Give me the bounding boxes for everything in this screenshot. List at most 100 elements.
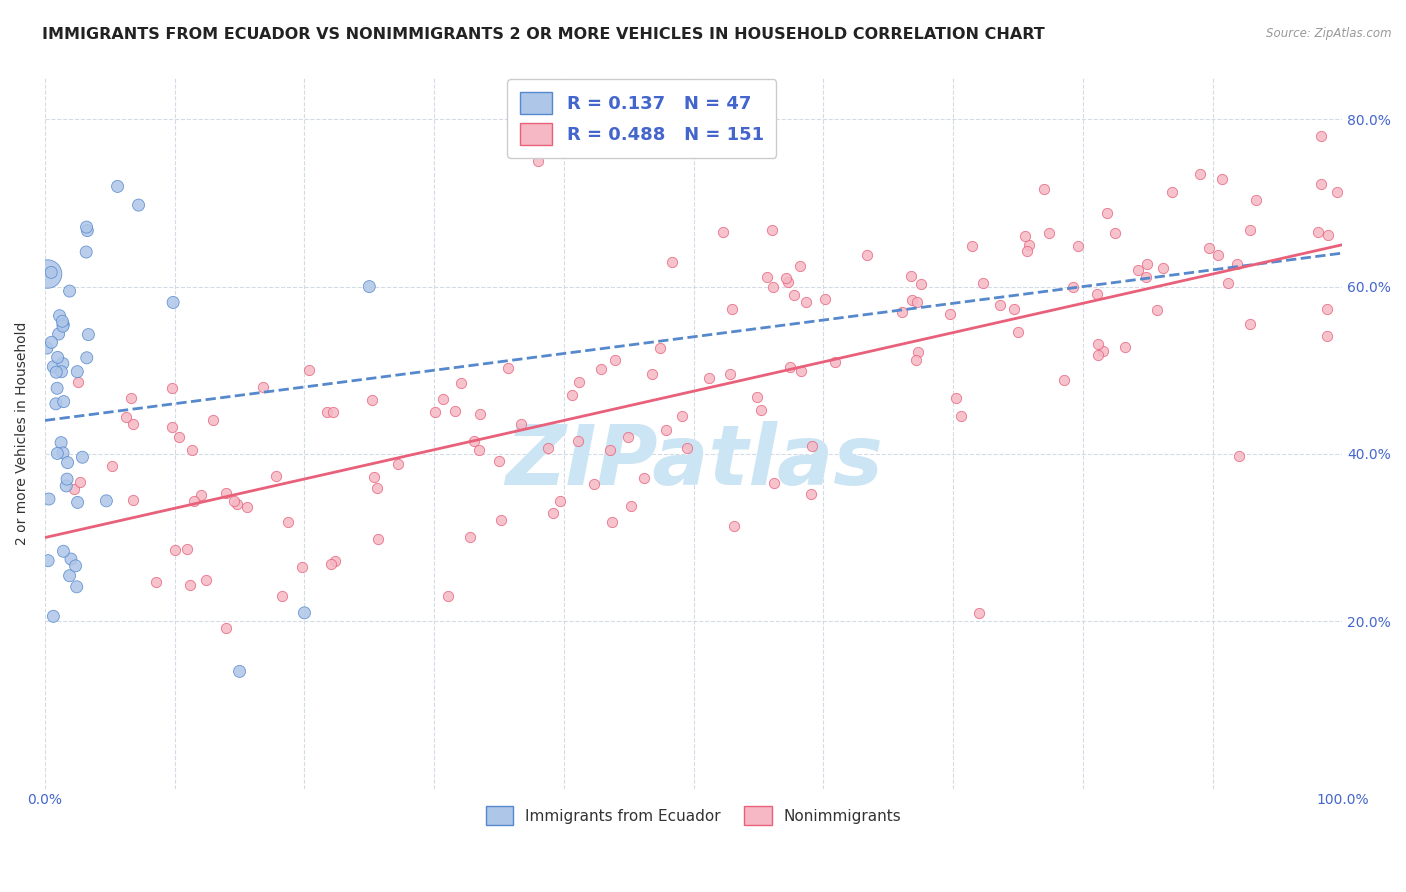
Point (745, 390, 768, 404)
Point (37, 267, 59, 281)
Point (905, 353, 928, 368)
Point (890, 305, 912, 319)
Point (51, 365, 73, 379)
Point (1310, 128, 1333, 143)
Point (1198, 242, 1220, 256)
Point (236, 500, 259, 515)
Point (1206, 248, 1229, 262)
Point (115, 410, 138, 425)
Point (190, 488, 212, 502)
Point (541, 506, 564, 520)
Point (718, 367, 741, 381)
Point (762, 280, 785, 294)
Point (360, 393, 382, 408)
Point (41, 335, 63, 350)
Point (749, 403, 772, 417)
Point (160, 381, 183, 395)
Point (215, 486, 238, 500)
Point (650, 341, 672, 355)
Point (605, 352, 627, 367)
Point (49, 435, 72, 450)
Point (468, 442, 491, 457)
Point (633, 470, 655, 484)
Point (38, 491, 60, 506)
Point (1136, 257, 1159, 271)
Point (122, 417, 145, 431)
Point (167, 430, 190, 444)
Point (1227, 449, 1250, 463)
Point (1014, 228, 1036, 243)
Point (45, 397, 67, 411)
Point (778, 275, 800, 289)
Point (671, 409, 693, 424)
Point (55, 479, 77, 493)
Point (46, 351, 69, 365)
Point (676, 442, 699, 456)
Point (366, 481, 388, 495)
Point (756, 269, 779, 284)
Point (432, 392, 454, 406)
Point (66, 375, 89, 389)
Point (775, 271, 797, 285)
Point (1211, 172, 1233, 186)
Point (75, 245, 97, 260)
Point (537, 441, 560, 455)
Point (814, 292, 837, 306)
Point (52, 394, 75, 409)
Point (1188, 167, 1211, 181)
Point (907, 345, 929, 359)
Point (488, 454, 510, 468)
Point (617, 430, 640, 444)
Point (46, 381, 69, 395)
Point (52, 319, 75, 334)
Point (162, 295, 184, 310)
Point (291, 560, 314, 574)
Point (1038, 226, 1060, 240)
Point (510, 417, 533, 432)
Point (194, 573, 217, 587)
Point (1015, 244, 1038, 258)
Point (450, 376, 472, 390)
Point (1306, 225, 1329, 239)
Point (48, 309, 70, 323)
Point (76, 220, 98, 235)
Point (387, 458, 409, 472)
Point (960, 239, 983, 253)
Point (66, 580, 89, 594)
Point (56, 456, 79, 470)
Point (761, 223, 783, 237)
Point (52, 446, 75, 460)
Point (252, 380, 274, 394)
Point (1104, 226, 1126, 240)
Point (66, 495, 89, 509)
Point (1007, 325, 1029, 339)
Point (297, 363, 319, 377)
Point (568, 375, 591, 389)
Point (294, 606, 316, 620)
Point (181, 443, 204, 458)
Point (972, 277, 994, 291)
Point (1032, 182, 1054, 196)
Point (491, 512, 513, 526)
Point (316, 405, 339, 419)
Point (101, 458, 124, 473)
Point (179, 577, 201, 591)
Point (59, 552, 82, 566)
Point (1095, 205, 1118, 219)
Point (824, 355, 846, 369)
Y-axis label: 2 or more Vehicles in Household: 2 or more Vehicles in Household (15, 321, 30, 545)
Point (42, 359, 65, 374)
Point (796, 295, 818, 310)
Point (1062, 280, 1084, 294)
Point (45, 365, 67, 379)
Point (270, 590, 292, 604)
Legend: Immigrants from Ecuador, Nonimmigrants: Immigrants from Ecuador, Nonimmigrants (477, 797, 911, 834)
Point (52, 357, 75, 371)
Point (359, 279, 381, 293)
Point (1091, 344, 1114, 359)
Point (900, 269, 922, 284)
Point (470, 407, 492, 421)
Point (783, 287, 806, 301)
Point (949, 409, 972, 424)
Point (39, 265, 62, 279)
